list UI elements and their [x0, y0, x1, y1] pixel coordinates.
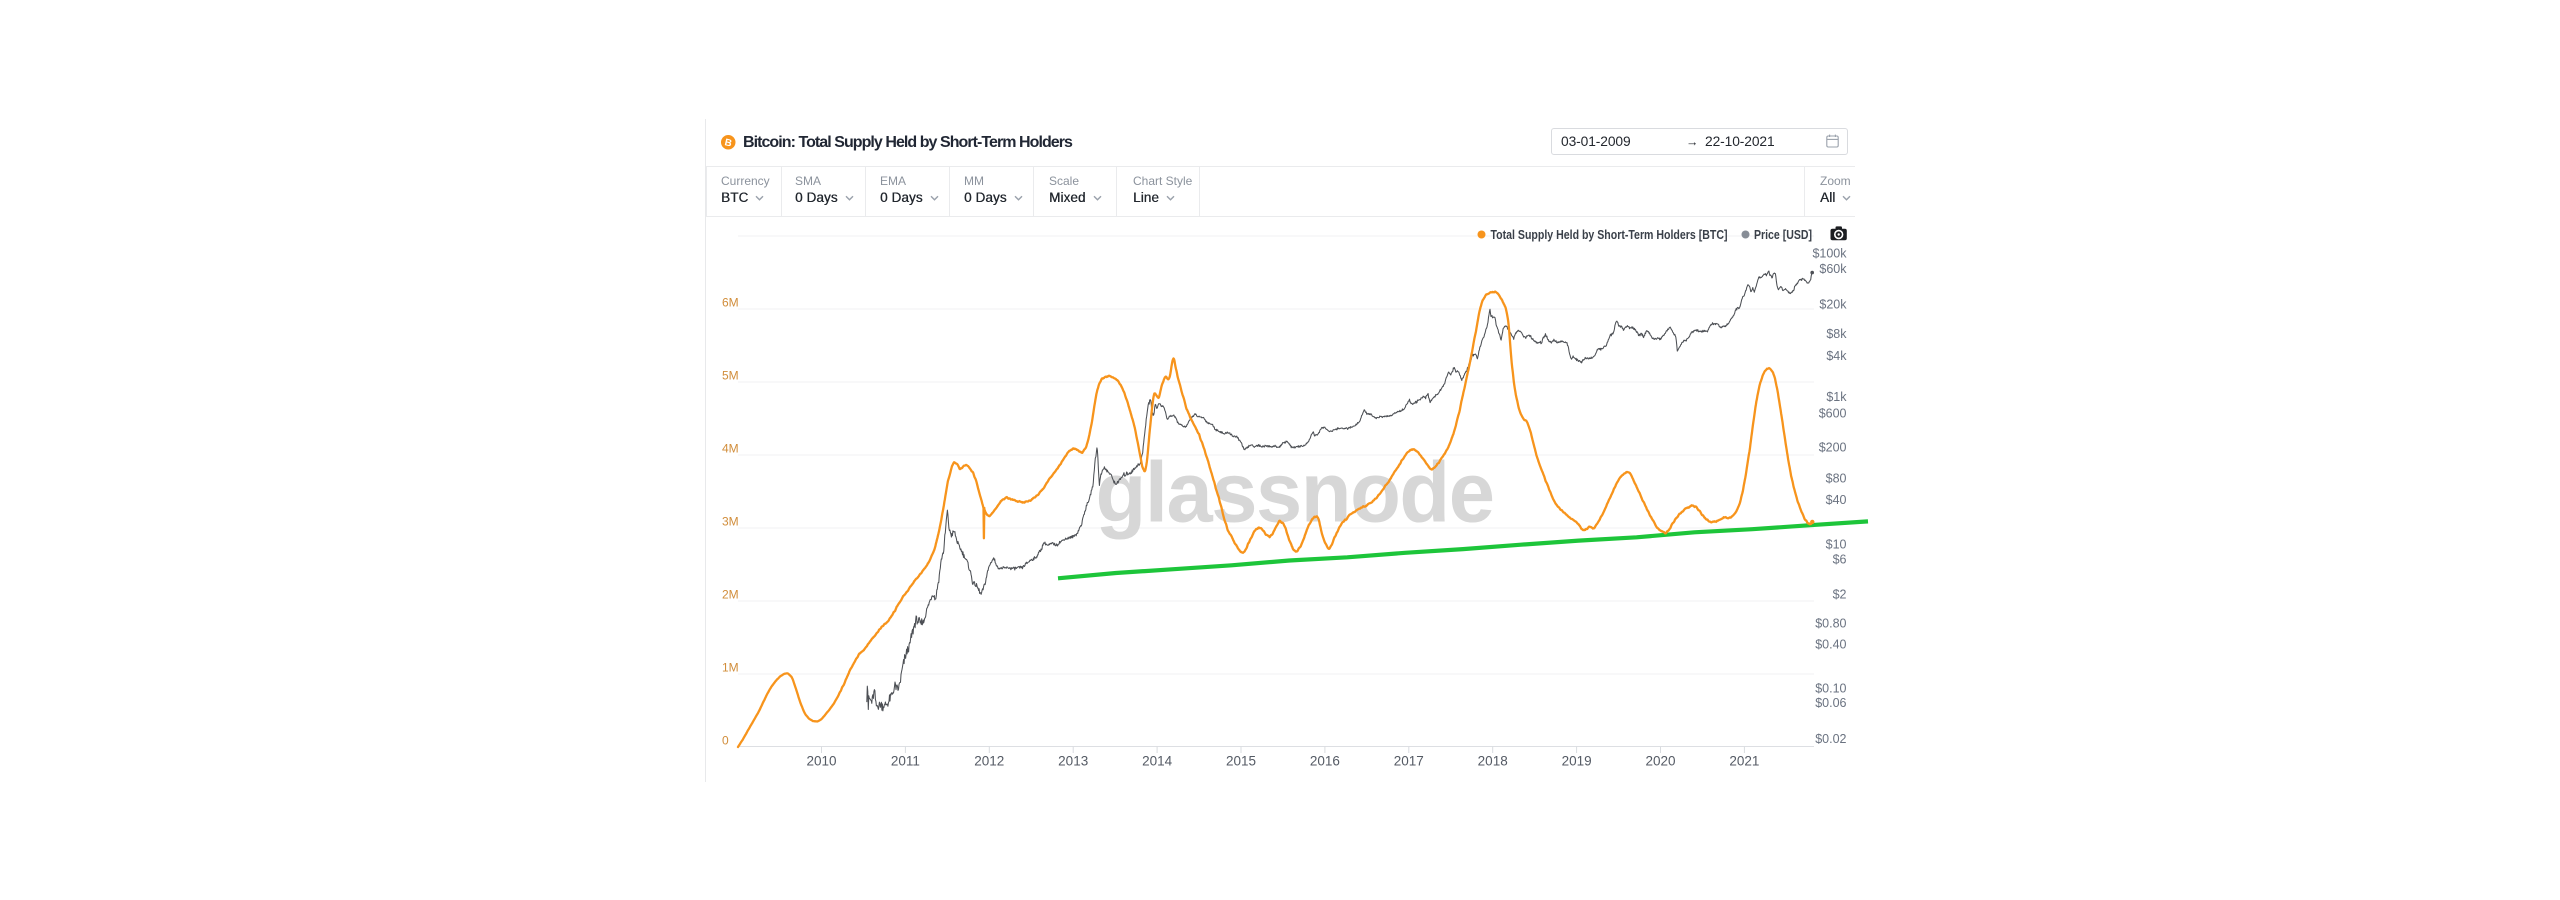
svg-text:$60k: $60k	[1819, 262, 1847, 276]
svg-text:Price [USD]: Price [USD]	[1754, 227, 1812, 242]
svg-text:2011: 2011	[891, 754, 920, 769]
svg-text:$20k: $20k	[1819, 298, 1847, 312]
svg-text:$2: $2	[1833, 587, 1847, 601]
svg-text:2M: 2M	[722, 588, 739, 602]
svg-text:$200: $200	[1819, 441, 1847, 455]
svg-text:4M: 4M	[722, 442, 739, 456]
svg-text:$0.02: $0.02	[1815, 732, 1846, 746]
svg-text:$10: $10	[1826, 537, 1847, 551]
svg-text:$100k: $100k	[1812, 247, 1847, 261]
svg-text:0: 0	[722, 734, 729, 748]
svg-text:2018: 2018	[1478, 754, 1508, 769]
svg-text:2014: 2014	[1142, 754, 1173, 769]
svg-text:2021: 2021	[1729, 754, 1759, 769]
svg-text:2019: 2019	[1562, 754, 1592, 769]
svg-text:2015: 2015	[1226, 754, 1256, 769]
svg-text:$80: $80	[1826, 472, 1847, 486]
svg-text:$40: $40	[1826, 493, 1847, 507]
svg-text:2016: 2016	[1310, 754, 1340, 769]
svg-text:$0.80: $0.80	[1815, 616, 1846, 630]
svg-text:5M: 5M	[722, 369, 739, 383]
svg-text:3M: 3M	[722, 515, 739, 529]
svg-text:2012: 2012	[974, 754, 1004, 769]
svg-text:$600: $600	[1819, 407, 1847, 421]
svg-text:$1k: $1k	[1826, 390, 1847, 404]
svg-text:6M: 6M	[722, 296, 739, 310]
svg-text:B: B	[723, 137, 732, 149]
svg-text:2017: 2017	[1394, 754, 1424, 769]
svg-text:$4k: $4k	[1826, 349, 1847, 363]
svg-text:2020: 2020	[1645, 754, 1675, 769]
svg-text:$8k: $8k	[1826, 327, 1847, 341]
svg-text:$0.10: $0.10	[1815, 682, 1846, 696]
svg-text:2013: 2013	[1058, 754, 1088, 769]
svg-text:$0.40: $0.40	[1815, 638, 1846, 652]
svg-text:1M: 1M	[722, 661, 739, 675]
svg-text:Total Supply Held by Short-Ter: Total Supply Held by Short-Term Holders …	[1491, 227, 1728, 242]
svg-text:$6: $6	[1833, 552, 1847, 566]
svg-text:glassnode: glassnode	[1096, 446, 1494, 541]
svg-text:$0.06: $0.06	[1815, 696, 1846, 710]
svg-text:2010: 2010	[806, 754, 836, 769]
